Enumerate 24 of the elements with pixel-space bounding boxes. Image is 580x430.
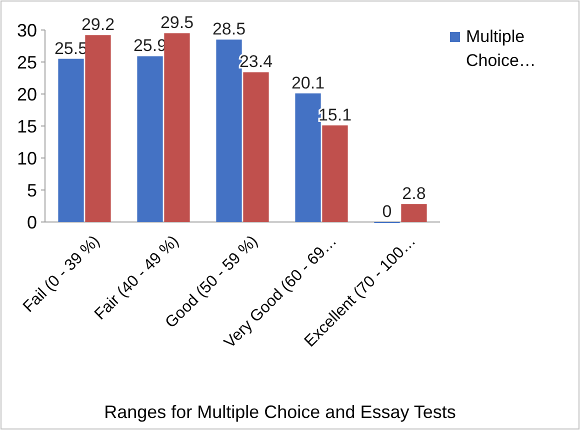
y-tick-label: 25 bbox=[16, 52, 37, 72]
data-label: 29.5 bbox=[160, 13, 194, 32]
bar bbox=[137, 56, 163, 222]
y-tick-label: 5 bbox=[26, 180, 37, 200]
y-tick-label: 15 bbox=[16, 116, 37, 136]
bar bbox=[216, 40, 242, 222]
data-label: 2.8 bbox=[402, 184, 426, 204]
bar bbox=[401, 204, 427, 222]
y-tick-label: 20 bbox=[16, 84, 37, 104]
bar bbox=[164, 33, 190, 222]
y-tick-label: 10 bbox=[16, 148, 37, 168]
bar bbox=[295, 93, 321, 222]
bar bbox=[243, 72, 269, 222]
data-label: 0 bbox=[382, 202, 392, 221]
data-label: 20.1 bbox=[291, 73, 325, 92]
y-tick-label: 30 bbox=[16, 20, 37, 40]
bar bbox=[322, 125, 348, 222]
data-label: 28.5 bbox=[212, 20, 246, 39]
bar bbox=[85, 35, 111, 222]
x-axis-title: Ranges for Multiple Choice and Essay Tests bbox=[104, 402, 456, 422]
legend-label: Multiple Choice… bbox=[466, 27, 536, 70]
data-label: 29.2 bbox=[81, 15, 115, 34]
y-tick-label: 0 bbox=[26, 212, 37, 232]
bar bbox=[58, 58, 84, 222]
